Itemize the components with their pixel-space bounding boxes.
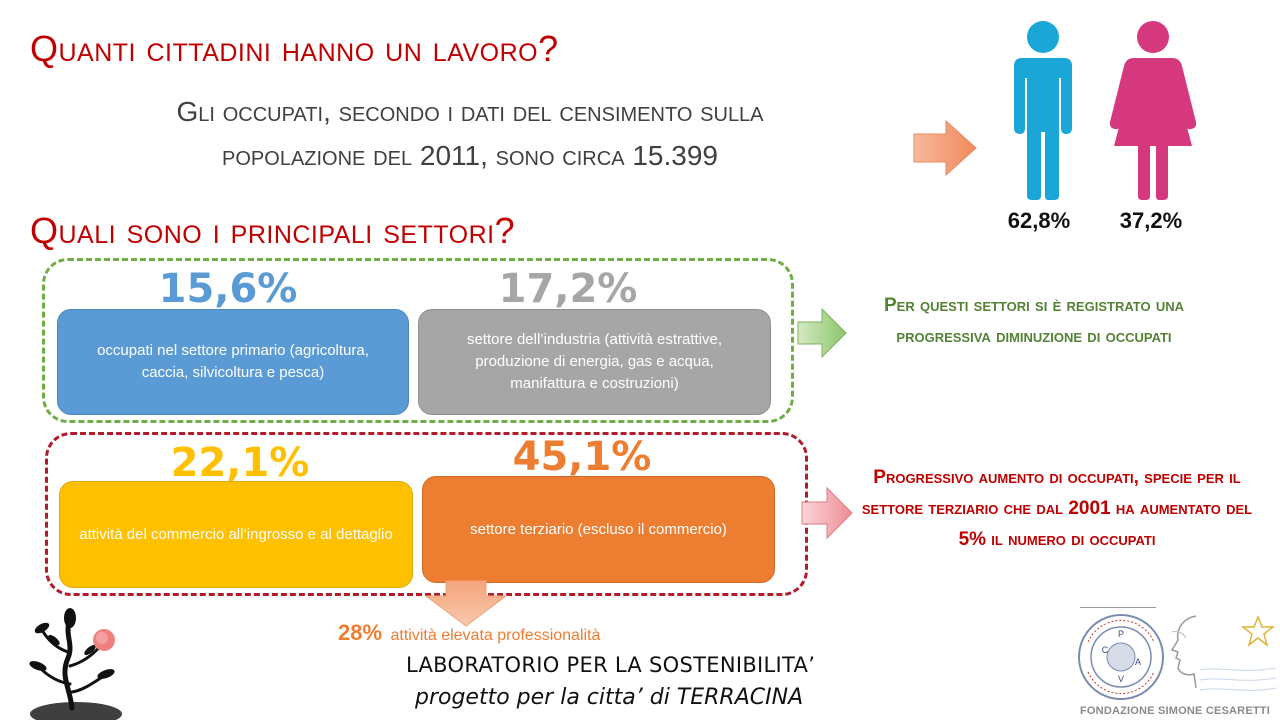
declining-sectors-group xyxy=(42,258,794,423)
arrow-right-green-icon xyxy=(797,307,847,359)
tertiary-sector-label: settore terziario (escluso il commercio) xyxy=(470,520,727,538)
arrow-right-icon xyxy=(913,119,977,177)
lab-title: LABORATORIO PER LA SOSTENIBILITA’ xyxy=(406,653,816,677)
seal-letter-a: A xyxy=(1135,657,1141,667)
arrow-down-icon xyxy=(424,580,508,627)
growing-sectors-note: Progressivo aumento di occupati, specie … xyxy=(861,467,1253,550)
professional-label: attività elevata professionalità xyxy=(390,627,601,644)
primary-sector-box: occupati nel settore primario (agricoltu… xyxy=(57,309,409,415)
commerce-sector-percentage: 22,1% xyxy=(170,440,310,486)
star-icon xyxy=(1240,614,1276,647)
foundation-name: FONDAZIONE SIMONE CESARETTI xyxy=(1080,705,1270,717)
primary-sector-label: occupati nel settore primario (agricoltu… xyxy=(97,342,369,381)
tertiary-sector-box: settore terziario (escluso il commercio) xyxy=(422,476,775,583)
primary-sector-percentage: 15,6% xyxy=(158,266,298,312)
commerce-sector-box: attività del commercio all’ingrosso e al… xyxy=(59,481,413,588)
commerce-sector-label: attività del commercio all’ingrosso e al… xyxy=(79,525,393,543)
industry-sector-percentage: 17,2% xyxy=(498,266,638,312)
foundation-divider xyxy=(1080,607,1156,608)
professional-activity: 28% attività elevata professionalità xyxy=(338,620,600,646)
page-title: Quanti cittadini hanno un lavoro? xyxy=(30,28,559,69)
seal-letter-v: V xyxy=(1118,674,1124,684)
seal-letter-c: C xyxy=(1102,645,1109,655)
arrow-right-red-icon xyxy=(801,486,853,540)
sectors-title: Quali sono i principali settori? xyxy=(30,210,516,251)
male-figure-icon xyxy=(1014,21,1072,200)
female-percentage: 37,2% xyxy=(1119,208,1183,233)
tree-logo-icon xyxy=(29,608,122,720)
foundation-seal-icon: P C A V xyxy=(1078,614,1164,700)
seal-letter-p: P xyxy=(1118,629,1124,639)
face-profile-icon xyxy=(1170,615,1197,689)
female-figure-icon xyxy=(1109,21,1197,200)
subtitle-line-1: Gli occupati, secondo i dati del censime… xyxy=(176,96,764,127)
lab-subtitle: progetto per la citta’ di TERRACINA xyxy=(415,685,804,710)
declining-sectors-note: Per questi settori si è registrato una p… xyxy=(883,295,1185,347)
industry-sector-label: settore dell’industria (attività estratt… xyxy=(466,331,723,392)
wave-lines-icon xyxy=(1199,667,1277,691)
professional-percentage: 28% xyxy=(338,620,383,645)
tertiary-sector-percentage: 45,1% xyxy=(512,434,652,480)
subtitle-line-2: popolazione del 2011, sono circa 15.399 xyxy=(222,140,718,171)
page-subtitle: Gli occupati, secondo i dati del censime… xyxy=(40,90,900,178)
industry-sector-box: settore dell’industria (attività estratt… xyxy=(418,309,771,415)
male-percentage: 62,8% xyxy=(1007,208,1071,233)
